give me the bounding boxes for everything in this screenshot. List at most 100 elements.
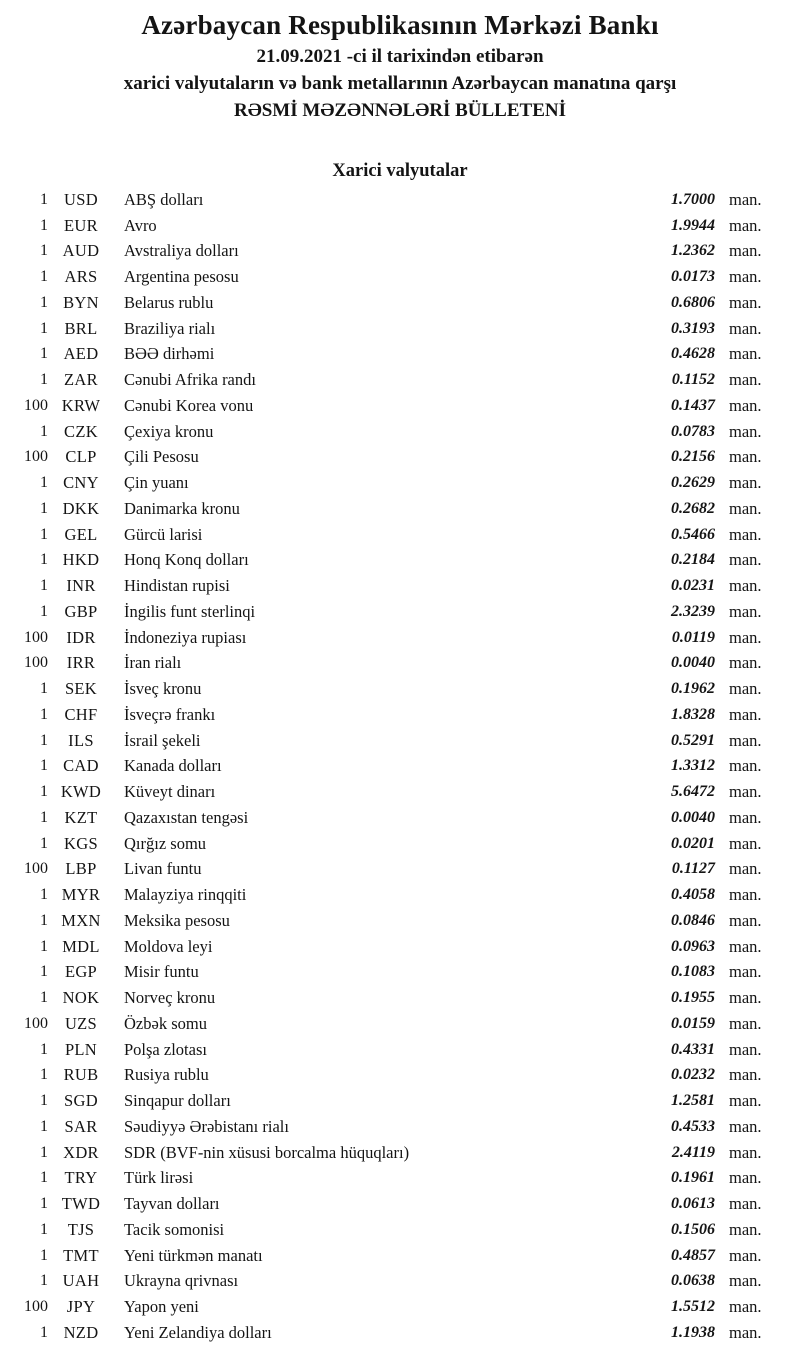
currency-rate-table: 1 USD ABŞ dolları 1.7000 man. 1 EUR Avro… [0,187,800,1346]
currency-code-cell: MXN [61,910,101,930]
rate-value-cell: 1.7000 [671,190,715,208]
currency-code-cell: GBP [64,601,98,621]
quantity-cell: 1 [40,319,48,337]
rate-value-cell: 1.5512 [671,1298,715,1316]
currency-row: 1 TWD Tayvan dolları 0.0613 man. [0,1191,800,1217]
rate-value-cell: 1.3312 [671,757,715,775]
currency-code-cell: XDR [63,1142,99,1162]
unit-label-cell: man. [729,885,762,905]
currency-row: 1 RUB Rusiya rublu 0.0232 man. [0,1063,800,1089]
unit-label-cell: man. [729,627,762,647]
rate-value-cell: 0.4628 [671,345,715,363]
currency-code-cell: TWD [61,1194,101,1214]
currency-code-cell: MDL [62,936,100,956]
currency-row: 1 KWD Küveyt dinarı 5.6472 man. [0,779,800,805]
effective-date-line: 21.09.2021 -ci il tarixindən etibarən [256,46,544,67]
unit-label-cell: man. [729,782,762,802]
rate-value-cell: 1.2362 [671,242,715,260]
unit-label-cell: man. [729,1013,762,1033]
quantity-cell: 1 [40,268,48,286]
bank-name-title: Azərbaycan Respublikasının Mərkəzi Bankı [141,10,659,40]
rate-value-cell: 0.0159 [671,1014,715,1032]
currency-name-cell: Çexiya kronu [124,421,214,441]
quantity-cell: 100 [24,1014,48,1032]
rate-value-cell: 0.4331 [671,1040,715,1058]
currency-code-cell: GEL [64,524,98,544]
rate-value-cell: 0.0963 [671,937,715,955]
currency-row: 1 XDR SDR (BVF-nin xüsusi borcalma hüquq… [0,1140,800,1166]
currency-name-cell: Belarus rublu [124,292,214,312]
currency-name-cell: Norveç kronu [124,988,216,1008]
unit-label-cell: man. [729,1142,762,1162]
rate-value-cell: 0.4058 [671,886,715,904]
currency-name-cell: Yapon yeni [124,1297,199,1317]
currency-code-cell: IDR [66,627,96,647]
currency-name-cell: İran rialı [124,653,182,673]
unit-label-cell: man. [729,1245,762,1265]
currency-code-cell: SAR [64,1116,98,1136]
rate-value-cell: 0.0232 [671,1066,715,1084]
currency-code-cell: KGS [64,833,98,853]
currency-row: 1 TJS Tacik somonisi 0.1506 man. [0,1217,800,1243]
quantity-cell: 1 [40,1066,48,1084]
quantity-cell: 1 [40,808,48,826]
currency-code-cell: INR [66,576,96,596]
currency-name-cell: Moldova leyi [124,936,213,956]
currency-code-cell: AUD [62,241,100,261]
currency-name-cell: Türk lirəsi [124,1168,194,1188]
currency-name-cell: Qazaxıstan tengəsi [124,807,249,827]
quantity-cell: 100 [24,654,48,672]
currency-row: 1 TRY Türk lirəsi 0.1961 man. [0,1166,800,1192]
currency-code-cell: UAH [62,1271,100,1291]
currency-row: 1 EGP Misir funtu 0.1083 man. [0,960,800,986]
quantity-cell: 1 [40,216,48,234]
rate-value-cell: 0.0040 [671,654,715,672]
quantity-cell: 1 [40,345,48,363]
currency-row: 1 NZD Yeni Zelandiya dolları 1.1938 man. [0,1320,800,1346]
rate-value-cell: 1.2581 [671,1092,715,1110]
quantity-cell: 1 [40,680,48,698]
currency-code-cell: DKK [62,498,100,518]
unit-label-cell: man. [729,859,762,879]
unit-label-cell: man. [729,395,762,415]
currency-name-cell: İsveçrə frankı [124,704,216,724]
currency-row: 1 SAR Səudiyyə Ərəbistanı rialı 0.4533 m… [0,1114,800,1140]
quantity-cell: 1 [40,1092,48,1110]
unit-label-cell: man. [729,550,762,570]
currency-name-cell: Braziliya rialı [124,318,216,338]
currency-name-cell: Küveyt dinarı [124,782,216,802]
quantity-cell: 1 [40,474,48,492]
unit-label-cell: man. [729,936,762,956]
rate-value-cell: 0.0231 [671,577,715,595]
currency-row: 100 UZS Özbək somu 0.0159 man. [0,1011,800,1037]
quantity-cell: 1 [40,834,48,852]
unit-label-cell: man. [729,370,762,390]
quantity-cell: 1 [40,1272,48,1290]
currency-code-cell: CNY [63,473,99,493]
quantity-cell: 1 [40,551,48,569]
currency-row: 100 KRW Cənubi Korea vonu 0.1437 man. [0,393,800,419]
currency-name-cell: Danimarka kronu [124,498,240,518]
currency-name-cell: Yeni türkmən manatı [124,1245,263,1265]
rate-value-cell: 0.0783 [671,422,715,440]
quantity-cell: 1 [40,1323,48,1341]
rate-value-cell: 0.1506 [671,1220,715,1238]
currency-code-cell: KZT [64,807,98,827]
quantity-cell: 1 [40,499,48,517]
currency-row: 1 MDL Moldova leyi 0.0963 man. [0,934,800,960]
currency-code-cell: TJS [67,1219,95,1239]
quantity-cell: 100 [24,448,48,466]
quantity-cell: 100 [24,628,48,646]
currency-row: 1 CHF İsveçrə frankı 1.8328 man. [0,702,800,728]
quantity-cell: 1 [40,731,48,749]
currency-code-cell: HKD [62,550,100,570]
unit-label-cell: man. [729,1168,762,1188]
currency-row: 100 LBP Livan funtu 0.1127 man. [0,857,800,883]
currency-name-cell: İsrail şekeli [124,730,201,750]
quantity-cell: 1 [40,577,48,595]
rate-value-cell: 0.1955 [671,989,715,1007]
rate-value-cell: 0.2682 [671,499,715,517]
currency-row: 1 KGS Qırğız somu 0.0201 man. [0,831,800,857]
currency-row: 1 AUD Avstraliya dolları 1.2362 man. [0,239,800,265]
currency-name-cell: Tayvan dolları [124,1194,220,1214]
